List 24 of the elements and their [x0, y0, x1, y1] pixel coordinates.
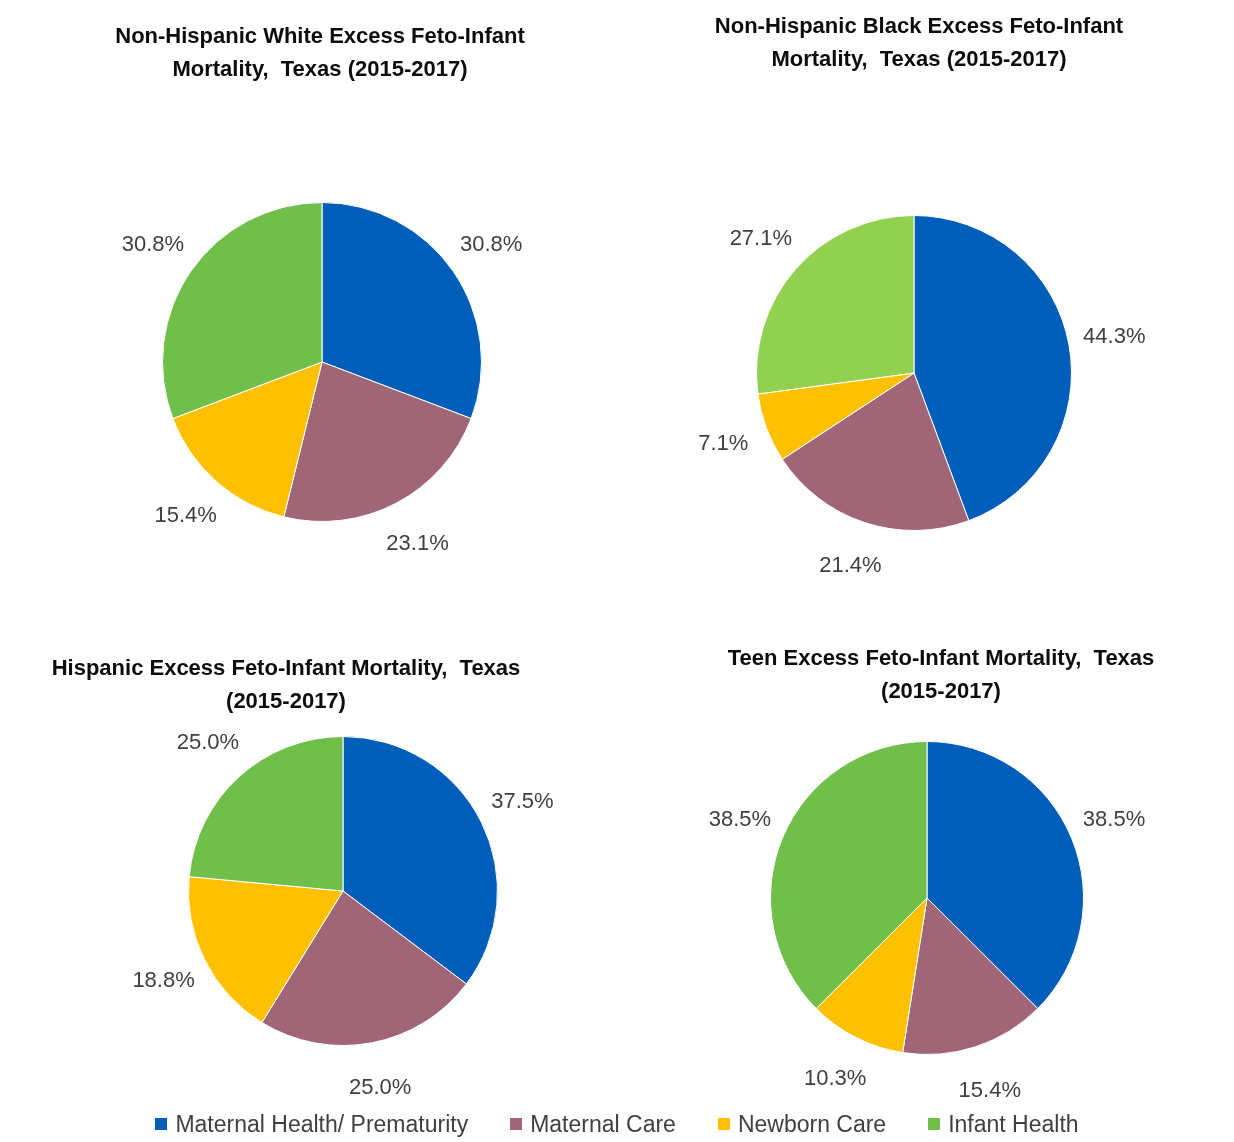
data-label: 25.0%: [176, 728, 240, 754]
data-label: 44.3%: [1083, 323, 1146, 349]
data-label: 27.1%: [729, 225, 793, 251]
data-label: 15.4%: [154, 501, 217, 527]
chart-title: Non-Hispanic Black Excess Feto-Infant Mortality, Texas (2015-2017): [713, 12, 1125, 73]
data-label: 10.3%: [803, 1064, 867, 1090]
legend-label: Maternal Care: [530, 1110, 676, 1138]
chart-title: Hispanic Excess Feto-Infant Mortality, Texas (2015-2017): [50, 654, 522, 715]
data-label: 37.5%: [491, 787, 554, 813]
legend-label: Newborn Care: [737, 1110, 887, 1138]
legend-label: Infant Health: [948, 1110, 1079, 1138]
data-label: 18.8%: [132, 966, 195, 992]
data-label: 38.5%: [1082, 806, 1146, 832]
chart-title: Non-Hispanic White Excess Feto-Infant Mortality, Texas (2015-2017): [114, 22, 526, 83]
data-label: 25.0%: [348, 1074, 412, 1100]
data-label: 7.1%: [698, 430, 749, 456]
chart-title: Teen Excess Feto-Infant Mortality, Texas (2015-2017): [726, 644, 1156, 705]
data-label: 38.5%: [708, 806, 772, 832]
data-label: 23.1%: [386, 530, 449, 556]
data-label: 30.8%: [459, 231, 523, 257]
data-label: 15.4%: [958, 1076, 1021, 1102]
data-label: 30.8%: [121, 231, 185, 257]
legend-label: Maternal Health/ Prematurity: [175, 1110, 469, 1138]
data-label: 21.4%: [819, 552, 882, 578]
